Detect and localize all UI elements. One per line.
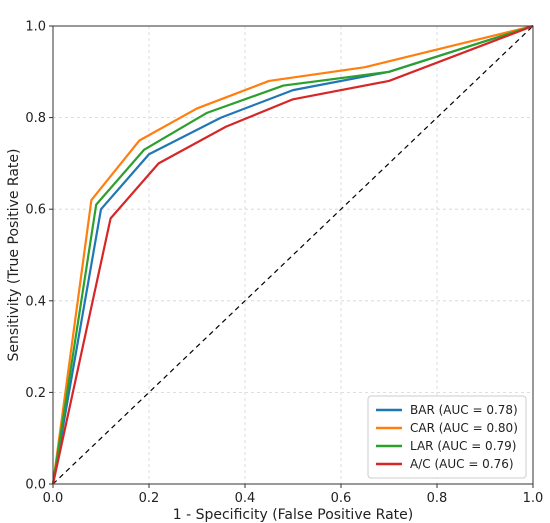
y-tick-label: 0.4 xyxy=(25,294,46,309)
legend-label: CAR (AUC = 0.80) xyxy=(410,421,518,435)
x-tick-label: 0.6 xyxy=(331,491,352,506)
series-lines xyxy=(51,24,534,485)
x-tick-label: 1.0 xyxy=(523,491,544,506)
x-axis-ticks: 0.0 0.2 0.4 0.6 0.8 1.0 xyxy=(43,484,544,506)
legend-label: A/C (AUC = 0.76) xyxy=(410,457,514,471)
series-line-2 xyxy=(51,24,534,485)
series-line-1 xyxy=(51,24,534,485)
series-line-3 xyxy=(51,24,534,485)
y-tick-label: 0.2 xyxy=(25,386,46,401)
x-tick-label: 0.0 xyxy=(43,491,64,506)
x-tick-label: 0.2 xyxy=(139,491,160,506)
y-tick-label: 0.0 xyxy=(25,478,46,493)
y-axis-ticks: 0.0 0.2 0.4 0.6 0.8 1.0 xyxy=(25,20,53,493)
legend-label: BAR (AUC = 0.78) xyxy=(410,403,518,417)
y-tick-label: 1.0 xyxy=(25,20,46,35)
legend: BAR (AUC = 0.78) CAR (AUC = 0.80) LAR (AUC… xyxy=(367,395,527,479)
x-tick-label: 0.8 xyxy=(427,491,448,506)
legend-box xyxy=(367,395,527,479)
y-tick-label: 0.6 xyxy=(25,203,46,218)
x-axis-title: 1 - Specificity (False Positive Rate) xyxy=(173,507,414,523)
y-tick-label: 0.8 xyxy=(25,111,46,126)
plot-frame xyxy=(52,25,534,485)
x-tick-label: 0.4 xyxy=(235,491,256,506)
reference-diagonal-line xyxy=(52,25,534,485)
y-axis-title: Sensitivity (True Positive Rate) xyxy=(6,149,22,362)
legend-label: LAR (AUC = 0.79) xyxy=(410,439,516,453)
